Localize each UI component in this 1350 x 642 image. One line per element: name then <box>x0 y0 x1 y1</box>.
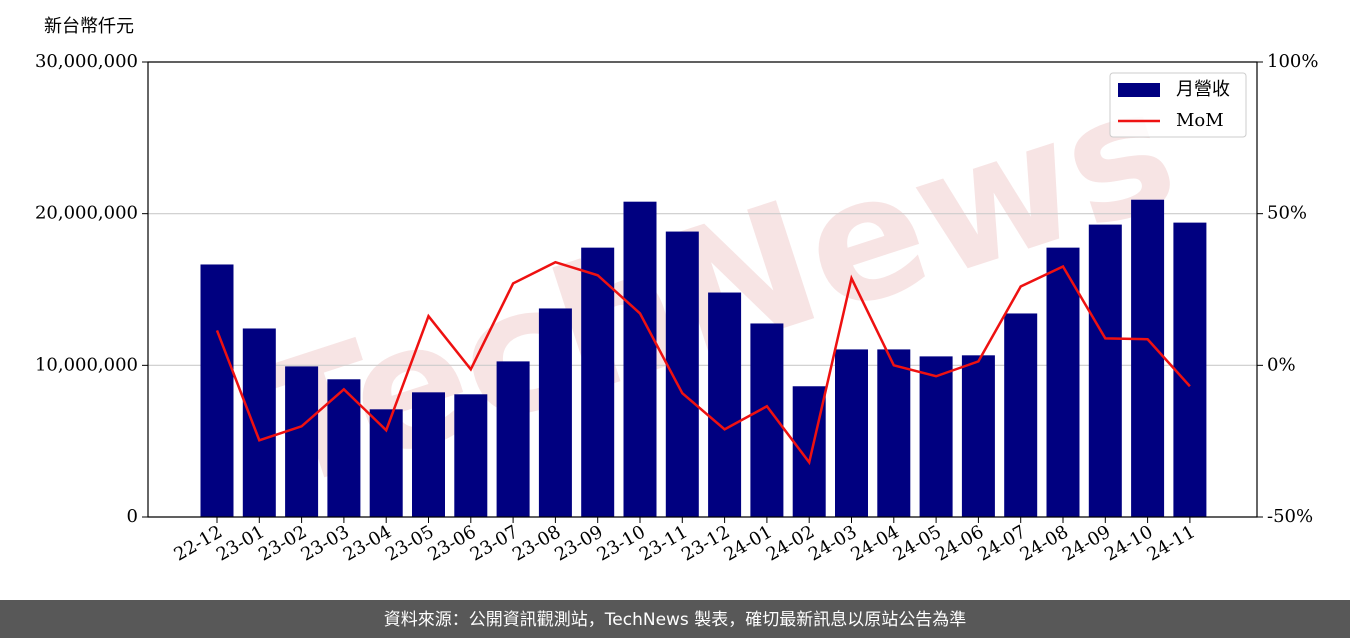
footer: 資料來源：公開資訊觀測站，TechNews 製表，確切最新訊息以原站公告為準 <box>384 610 966 630</box>
bar <box>708 292 742 517</box>
bar <box>1004 313 1038 517</box>
x-tick-label: 24-11 <box>1143 521 1198 565</box>
bar <box>1131 199 1165 518</box>
y2-tick-label: 0% <box>1267 354 1296 375</box>
bar <box>1173 222 1207 518</box>
bar <box>285 366 319 517</box>
bar <box>454 394 488 517</box>
bar <box>665 231 699 517</box>
bar <box>961 355 995 517</box>
plot-frame <box>147 61 1258 518</box>
bar <box>496 361 530 517</box>
y2-tick-label: 50% <box>1267 203 1307 224</box>
footer-bar <box>0 600 1350 638</box>
bar <box>1088 224 1122 517</box>
bar <box>581 247 615 517</box>
bar <box>200 264 234 517</box>
bar <box>835 349 868 517</box>
bar <box>919 356 953 517</box>
legend-swatch <box>1118 83 1160 97</box>
bar <box>877 349 911 517</box>
y-tick-label: 0 <box>127 506 138 527</box>
bar <box>242 328 276 517</box>
legend-label: MoM <box>1176 110 1224 131</box>
y-tick-label: 10,000,000 <box>35 354 138 375</box>
bar <box>623 201 657 517</box>
legend-label: 月營收 <box>1176 79 1230 100</box>
bar <box>538 308 572 517</box>
bar <box>369 409 403 517</box>
bar <box>327 379 361 517</box>
bar <box>792 386 826 517</box>
y2-tick-label: -50% <box>1267 506 1313 527</box>
bar <box>412 392 445 517</box>
bar <box>1046 247 1080 517</box>
y2-tick-label: 100% <box>1267 51 1318 72</box>
y-axis-label: 新台幣仟元 <box>44 16 134 37</box>
line <box>215 260 1191 466</box>
y-tick-label: 20,000,000 <box>35 203 138 224</box>
y-tick-label: 30,000,000 <box>35 51 138 72</box>
